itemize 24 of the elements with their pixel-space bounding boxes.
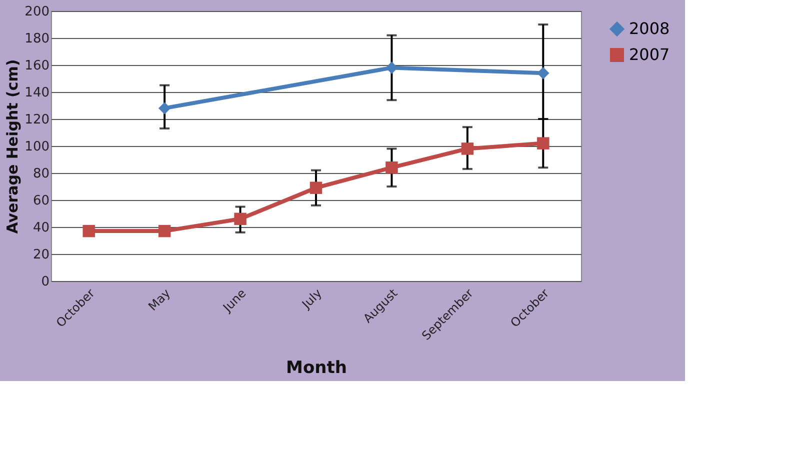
point	[158, 224, 171, 238]
point	[386, 161, 398, 174]
legend-label: 2008	[629, 19, 670, 38]
point	[234, 212, 246, 226]
y-tick-label: 0	[41, 274, 50, 290]
y-tick-label: 40	[32, 220, 50, 236]
legend-label: 2007	[629, 45, 670, 64]
y-tick-label: 140	[24, 86, 50, 100]
y-tick-label: 80	[32, 166, 50, 182]
point	[310, 182, 322, 194]
point	[82, 224, 95, 238]
y-tick-label: 20	[32, 248, 50, 262]
y-axis-title: Average Height (cm)	[4, 59, 22, 234]
y-tick-label: 100	[24, 140, 50, 154]
point	[461, 142, 474, 155]
y-tick-label: 120	[24, 112, 50, 128]
y-tick-label: 160	[24, 58, 50, 74]
y-tick-label: 200	[24, 4, 50, 20]
x-axis-title: Month	[286, 358, 347, 378]
point	[158, 102, 171, 114]
y-tick-label: 180	[24, 32, 50, 46]
point	[537, 66, 550, 80]
point	[537, 137, 550, 150]
y-tick-label: 60	[32, 194, 50, 208]
